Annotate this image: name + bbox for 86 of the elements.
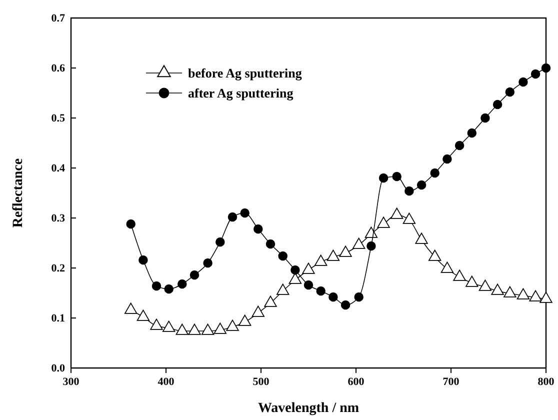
point xyxy=(440,262,454,273)
point xyxy=(302,262,315,274)
y-tick-label: 0.4 xyxy=(51,162,66,175)
point xyxy=(352,238,366,249)
point xyxy=(290,265,300,275)
point xyxy=(314,254,328,266)
point xyxy=(240,208,250,218)
point xyxy=(354,292,364,302)
point xyxy=(188,324,201,335)
point xyxy=(491,284,504,295)
y-tick-label: 0.3 xyxy=(51,212,66,225)
point xyxy=(402,212,416,224)
point xyxy=(150,318,163,330)
point xyxy=(392,172,402,182)
point xyxy=(505,87,515,97)
point xyxy=(304,280,314,290)
y-tick-label: 0.0 xyxy=(51,362,66,375)
point xyxy=(530,69,540,79)
point xyxy=(126,219,136,229)
point xyxy=(466,276,478,287)
point xyxy=(164,284,174,294)
point xyxy=(467,128,477,138)
point xyxy=(276,284,290,295)
point xyxy=(124,302,138,314)
point xyxy=(162,320,176,332)
point xyxy=(254,224,263,234)
point xyxy=(416,180,426,190)
point xyxy=(492,100,502,110)
point xyxy=(178,279,187,289)
point xyxy=(228,212,238,222)
y-tick-label: 0.1 xyxy=(51,312,65,325)
point xyxy=(415,232,428,244)
point xyxy=(226,320,239,331)
point xyxy=(541,63,551,73)
point xyxy=(326,250,340,261)
point xyxy=(316,286,326,296)
point xyxy=(478,280,492,291)
y-tick-label: 0.7 xyxy=(51,12,66,25)
y-axis-title: Reflectance xyxy=(11,158,26,228)
point xyxy=(404,186,414,196)
point xyxy=(378,173,388,183)
y-tick-label: 0.6 xyxy=(51,62,66,75)
point xyxy=(214,322,226,334)
point xyxy=(339,246,352,257)
point xyxy=(252,306,264,317)
point xyxy=(518,77,528,87)
point xyxy=(278,251,288,261)
point xyxy=(328,292,338,302)
point xyxy=(190,270,200,280)
point xyxy=(377,216,390,228)
x-tick-label: 400 xyxy=(158,376,175,388)
point xyxy=(442,154,452,164)
point xyxy=(203,258,212,268)
point xyxy=(266,239,276,249)
point xyxy=(340,300,350,310)
legend-label: before Ag sputtering xyxy=(188,66,302,81)
point xyxy=(136,310,150,321)
point xyxy=(390,208,404,219)
point xyxy=(504,286,516,298)
point xyxy=(454,140,464,150)
x-tick-label: 800 xyxy=(538,376,555,388)
point xyxy=(264,296,277,307)
x-tick-label: 300 xyxy=(62,376,80,388)
point xyxy=(216,237,225,247)
y-tick-label: 0.5 xyxy=(51,112,66,125)
point xyxy=(430,168,440,178)
legend-label: after Ag sputtering xyxy=(188,86,294,101)
point xyxy=(366,241,376,251)
point xyxy=(201,324,214,335)
point xyxy=(152,281,162,291)
x-tick-label: 700 xyxy=(442,376,460,388)
point xyxy=(480,113,490,123)
x-tick-label: 600 xyxy=(348,376,365,388)
point xyxy=(529,290,542,302)
point xyxy=(453,270,466,281)
point xyxy=(364,226,378,238)
x-tick-label: 500 xyxy=(252,376,270,388)
point xyxy=(516,288,530,300)
point xyxy=(238,314,252,326)
point xyxy=(138,255,148,265)
point xyxy=(288,272,302,284)
y-tick-label: 0.2 xyxy=(51,262,66,275)
point xyxy=(176,324,188,335)
point xyxy=(428,250,442,261)
x-axis-title: Wavelength / nm xyxy=(258,401,360,416)
point xyxy=(540,292,552,303)
